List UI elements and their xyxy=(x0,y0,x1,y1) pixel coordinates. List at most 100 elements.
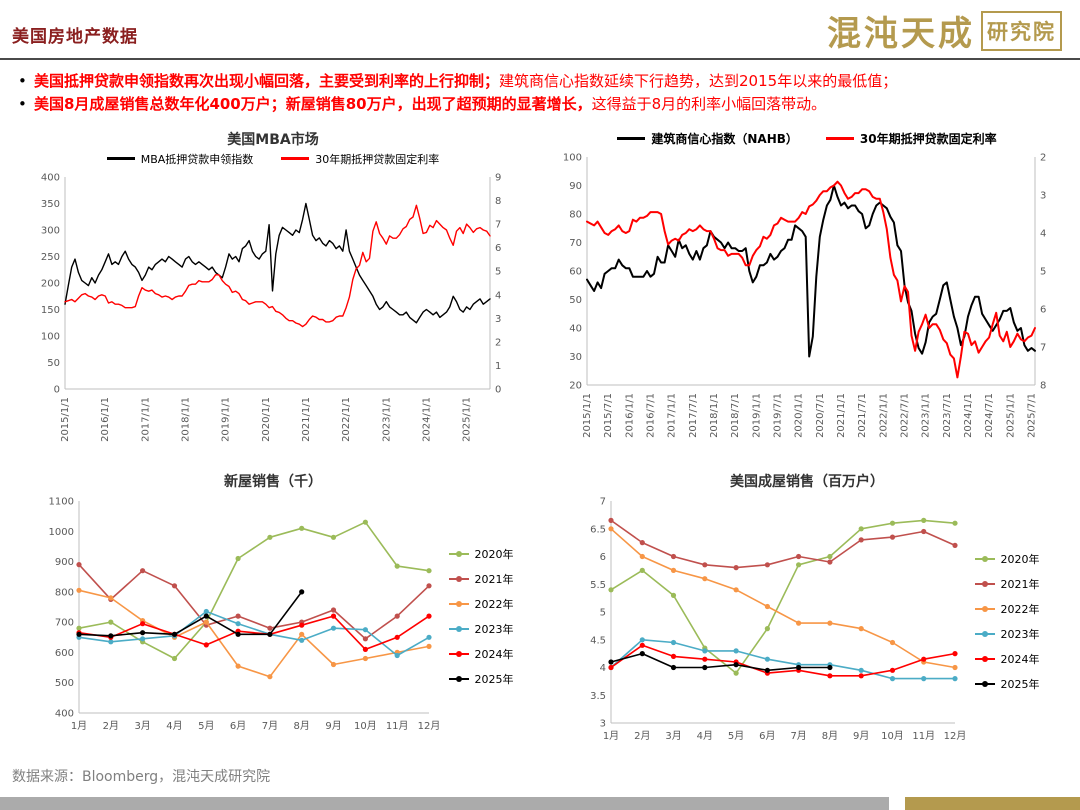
series-line-y2023 xyxy=(77,610,430,656)
series-marker-y2024 xyxy=(889,667,895,673)
series-marker-y2022 xyxy=(266,673,272,679)
legend-swatch xyxy=(825,137,854,140)
series-line-y2024 xyxy=(77,614,430,650)
x-axis-tick-label: 8月 xyxy=(293,720,309,732)
legend-item: 2020年 xyxy=(448,546,514,562)
series-line-y2022 xyxy=(609,527,956,668)
series-line-y2020 xyxy=(609,519,956,674)
left-axis-tick-label: 5 xyxy=(599,607,605,618)
left-axis-tick-label: 150 xyxy=(40,305,59,316)
x-axis-tick-label: 2022/1/1 xyxy=(341,397,352,442)
legend-label: 2022年 xyxy=(1000,603,1040,616)
legend-swatch xyxy=(106,157,135,160)
series-marker-y2024 xyxy=(670,653,676,659)
legend-item: 2024年 xyxy=(448,646,514,662)
series-marker-y2021 xyxy=(951,542,958,548)
series-marker-y2020 xyxy=(298,525,304,531)
series-line-y2025 xyxy=(77,590,303,637)
series-marker-y2023 xyxy=(670,639,676,645)
legend-swatch xyxy=(281,157,310,160)
x-axis-tick-label: 5月 xyxy=(727,730,743,742)
legend-item: 建筑商信心指数（NAHB） xyxy=(617,130,798,147)
left-axis-tick-label: 1000 xyxy=(48,526,73,537)
bullet-text-segment: 建筑商信心指数延续下行趋势，达到2015年以来的最低值； xyxy=(499,72,898,90)
series-line-y2023 xyxy=(609,638,956,679)
series-marker-y2022 xyxy=(639,553,645,559)
left-axis-tick-label: 900 xyxy=(54,557,73,568)
left-axis-tick-label: 50 xyxy=(47,358,60,369)
x-axis-tick-label: 2017/1/1 xyxy=(667,393,678,438)
series-marker-y2023 xyxy=(139,635,145,641)
right-axis-tick-label: 8 xyxy=(1040,380,1046,391)
series-marker-y2020 xyxy=(858,525,864,531)
series-marker-y2020 xyxy=(733,670,739,676)
series-marker-y2023 xyxy=(330,625,336,631)
series-marker-y2024 xyxy=(639,642,645,648)
x-axis-tick-label: 2016/1/1 xyxy=(100,397,111,442)
chart-new-home-sales-title: 新屋销售（千） xyxy=(224,473,322,490)
left-axis-tick-label: 80 xyxy=(569,209,582,220)
series-marker-y2023 xyxy=(701,647,707,653)
series-marker-y2022 xyxy=(203,619,209,625)
series-line-y2025 xyxy=(609,652,831,671)
x-axis-tick-label: 2016/7/1 xyxy=(645,393,656,438)
left-axis-tick-label: 0 xyxy=(53,384,59,395)
page-title: 美国房地产数据 xyxy=(12,27,138,47)
x-axis-tick-label: 2月 xyxy=(102,720,118,732)
series-marker-y2023 xyxy=(425,634,432,640)
x-axis-tick-label: 2021/1/1 xyxy=(300,397,311,442)
series-marker-y2021 xyxy=(330,606,336,613)
series-marker-y2024 xyxy=(362,646,368,652)
x-axis-tick-label: 2015/1/1 xyxy=(582,393,593,438)
x-axis-tick-label: 2019/7/1 xyxy=(772,393,783,438)
series-marker-y2024 xyxy=(826,672,832,678)
series-marker-y2023 xyxy=(764,656,770,662)
series-marker-y2022 xyxy=(362,655,368,661)
series-marker-y2025 xyxy=(298,588,304,594)
x-axis-tick-label: 7月 xyxy=(790,730,806,742)
series-marker-y2025 xyxy=(733,661,739,667)
x-axis-tick-label: 1月 xyxy=(70,720,86,732)
right-axis-tick-label: 6 xyxy=(1040,304,1046,315)
series-marker-y2021 xyxy=(362,635,368,641)
legend-swatch xyxy=(974,681,995,687)
chart-mba-market-plot: 40035030025020015010050098765432102015/1… xyxy=(40,172,501,442)
series-marker-y2020 xyxy=(764,625,770,631)
legend-swatch xyxy=(974,581,995,587)
right-axis-tick-label: 7 xyxy=(1040,342,1046,353)
legend-swatch xyxy=(974,656,995,662)
chart-nahb-legend: 建筑商信心指数（NAHB） 30年期抵押贷款固定利率 xyxy=(617,129,997,149)
left-axis-tick-label: 3.5 xyxy=(590,690,606,701)
series-marker-y2021 xyxy=(171,582,177,588)
series-marker-y2021 xyxy=(795,553,801,559)
right-axis-tick-label: 3 xyxy=(495,313,501,324)
left-axis-tick-label: 700 xyxy=(54,617,73,628)
series-marker-y2021 xyxy=(858,536,864,542)
left-axis-tick-label: 60 xyxy=(569,266,582,277)
series-line-y2022 xyxy=(77,589,430,677)
left-axis-tick-label: 50 xyxy=(569,295,582,306)
series-marker-y2025 xyxy=(764,667,770,673)
x-axis-tick-label: 12月 xyxy=(417,720,440,732)
legend-item: 30年期抵押贷款固定利率 xyxy=(825,130,997,147)
x-axis-tick-label: 2015/1/1 xyxy=(60,397,71,442)
legend-label: 2025年 xyxy=(474,673,514,686)
left-axis-tick-label: 70 xyxy=(569,238,582,249)
legend-label: 2022年 xyxy=(474,598,514,611)
legend-item: 30年期抵押贷款固定利率 xyxy=(281,151,439,167)
x-axis-tick-label: 2025/7/1 xyxy=(1026,392,1037,437)
series-marker-y2023 xyxy=(235,620,241,626)
series-marker-y2020 xyxy=(394,563,400,569)
series-marker-y2021 xyxy=(394,613,400,619)
series-marker-y2024 xyxy=(330,613,336,619)
x-axis-tick-label: 2月 xyxy=(634,730,650,742)
series-marker-y2020 xyxy=(235,555,241,561)
x-axis-tick-label: 9月 xyxy=(325,720,341,732)
x-axis-tick-label: 2019/1/1 xyxy=(751,393,762,438)
chart-existing-home-sales-legend: 2020年 2021年 2022年 2023年 2024年 2025年 xyxy=(967,551,1040,692)
x-axis-tick-label: 2018/1/1 xyxy=(180,397,191,442)
series-marker-y2023 xyxy=(394,652,400,658)
series-marker-y2022 xyxy=(733,586,739,592)
x-axis-tick-label: 4月 xyxy=(166,720,182,732)
